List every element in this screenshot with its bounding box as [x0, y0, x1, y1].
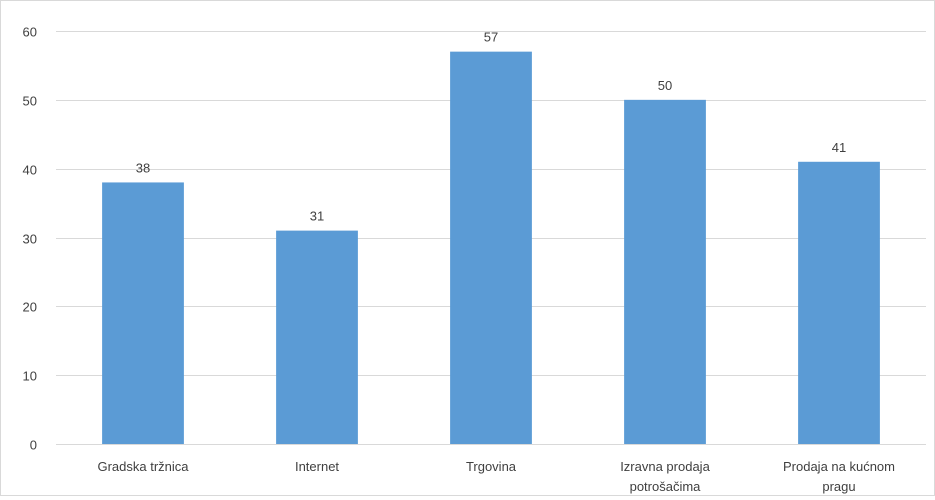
x-tick-label: Trgovina	[466, 459, 517, 474]
y-tick-label: 50	[23, 94, 37, 109]
bar	[798, 161, 880, 445]
bar	[276, 230, 358, 444]
bar	[102, 182, 184, 444]
data-label: 50	[658, 78, 672, 93]
y-tick-label: 20	[23, 300, 37, 315]
x-tick-label: Internet	[295, 459, 339, 474]
data-label: 31	[310, 209, 324, 224]
bar	[624, 99, 706, 444]
y-axis-ticks: 0 10 20 30 40 50 60	[23, 25, 37, 453]
bars	[102, 51, 880, 445]
x-axis-ticks: Gradska tržnica Internet Trgovina Izravna p…	[97, 459, 895, 494]
y-tick-label: 60	[23, 25, 37, 40]
data-label: 41	[832, 140, 846, 155]
x-tick-label: Gradska tržnica	[97, 459, 189, 474]
y-tick-label: 40	[23, 163, 37, 178]
data-label: 57	[484, 30, 498, 45]
data-labels: 38 31 57 50 41	[136, 30, 846, 224]
data-label: 38	[136, 160, 150, 175]
y-tick-label: 0	[30, 438, 37, 453]
y-tick-label: 10	[23, 369, 37, 384]
x-tick-label: Izravna prodaja potrošačima	[620, 459, 710, 494]
y-tick-label: 30	[23, 232, 37, 247]
x-tick-label: Prodaja na kućnom pragu	[783, 459, 895, 494]
bar	[450, 51, 532, 445]
